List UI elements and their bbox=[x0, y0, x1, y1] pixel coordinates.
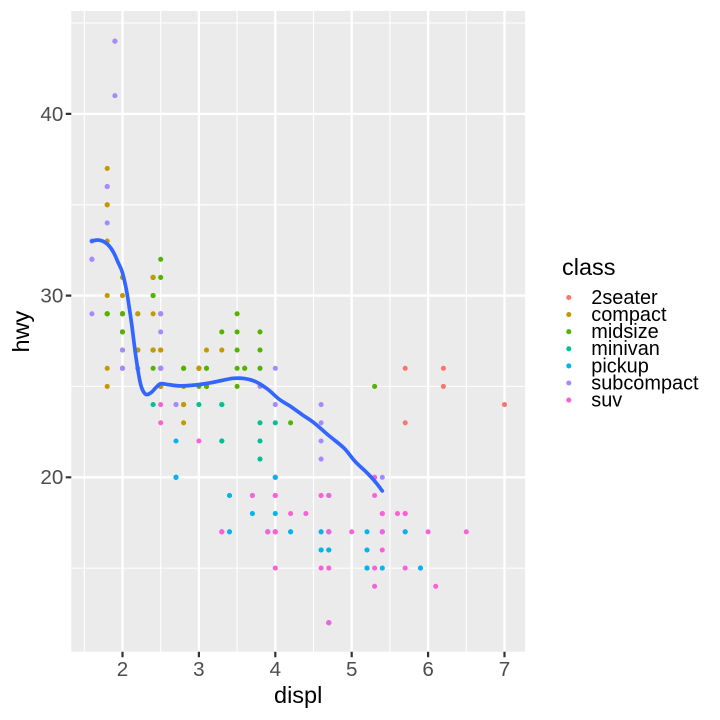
svg-text:20: 20 bbox=[40, 466, 63, 489]
svg-text:class: class bbox=[562, 254, 616, 280]
svg-text:7: 7 bbox=[499, 658, 510, 681]
svg-text:midsize: midsize bbox=[591, 321, 658, 343]
svg-text:40: 40 bbox=[40, 103, 63, 126]
svg-text:2: 2 bbox=[117, 658, 128, 681]
svg-text:compact: compact bbox=[591, 304, 667, 326]
svg-text:displ: displ bbox=[274, 682, 322, 708]
svg-text:pickup: pickup bbox=[591, 355, 649, 377]
svg-text:4: 4 bbox=[270, 658, 281, 681]
svg-text:subcompact: subcompact bbox=[591, 372, 699, 394]
svg-text:minivan: minivan bbox=[591, 338, 660, 360]
svg-text:3: 3 bbox=[193, 658, 204, 681]
svg-text:30: 30 bbox=[40, 285, 63, 308]
svg-text:5: 5 bbox=[346, 658, 357, 681]
svg-text:2seater: 2seater bbox=[591, 287, 658, 309]
svg-text:6: 6 bbox=[422, 658, 433, 681]
svg-text:suv: suv bbox=[591, 390, 622, 412]
svg-text:hwy: hwy bbox=[8, 310, 34, 352]
